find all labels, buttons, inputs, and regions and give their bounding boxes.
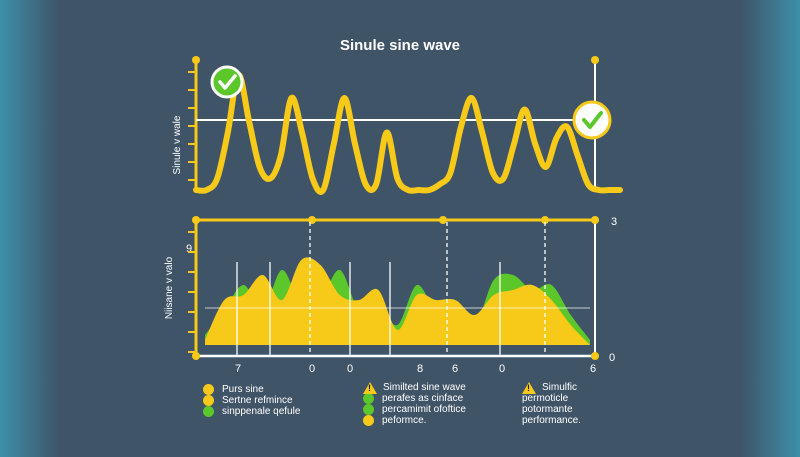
chart2-x-tick-label: 0 bbox=[309, 363, 315, 375]
warning-icon bbox=[522, 381, 536, 394]
chart2-x-tick-label: 7 bbox=[235, 363, 241, 375]
chart2-top-marker bbox=[439, 216, 447, 224]
chart2-y-ticks bbox=[188, 231, 196, 353]
chart2-x-tick-label: 0 bbox=[347, 363, 353, 375]
chart2-axis-end-dot bbox=[591, 352, 599, 360]
chart1-ylabel: Sinule v wale bbox=[172, 115, 183, 174]
chart2-x-tick-label: 8 bbox=[417, 363, 423, 375]
yellow-dot-icon bbox=[203, 395, 214, 406]
chart2-ylabel: Niisane v valo bbox=[164, 256, 175, 319]
chart2-x-tick-label: 0 bbox=[499, 363, 505, 375]
chart2-top-marker bbox=[192, 216, 200, 224]
green-dot-icon bbox=[363, 404, 374, 415]
chart-panel bbox=[60, 0, 740, 457]
green-dot-icon bbox=[363, 393, 374, 404]
legend-item: sinppenale qefule bbox=[222, 406, 301, 417]
legend-col-3: Simulfic permoticle potormante performan… bbox=[522, 381, 581, 426]
chart1-y-ticks bbox=[188, 71, 196, 181]
chart1-title: Sinule sine wave bbox=[340, 37, 460, 54]
chart2-x-tick-label: 6 bbox=[452, 363, 458, 375]
legend-item: perafes as cinface bbox=[382, 393, 464, 404]
chart2-y-top-tick: 9 bbox=[186, 243, 192, 255]
chart2-x-tick-labels: 7 0 0 8 6 0 6 bbox=[235, 363, 596, 375]
legend-item: Sertne refmince bbox=[222, 395, 293, 406]
chart1-sine-line bbox=[193, 71, 623, 195]
yellow-dot-icon bbox=[363, 415, 374, 426]
right-edge-gradient bbox=[740, 0, 800, 457]
legend-item: Purs sine bbox=[222, 384, 264, 395]
left-edge-gradient bbox=[0, 0, 60, 457]
legend-col-2: Similted sine wave perafes as cinface pe… bbox=[363, 381, 466, 426]
legend-item: Similted sine wave bbox=[383, 382, 466, 393]
chart2-gridlines bbox=[205, 222, 590, 356]
chart2-right-tick-bottom: 0 bbox=[609, 352, 615, 364]
chart2-right-tick-top: 3 bbox=[611, 216, 617, 228]
chart1-axis-top-dot bbox=[192, 56, 200, 64]
chart2-top-marker bbox=[308, 216, 316, 224]
legend-item: permoticle bbox=[522, 393, 569, 404]
chart2-top-marker bbox=[541, 216, 549, 224]
legend-item: Simulfic bbox=[542, 382, 578, 393]
chart2-area-yellow bbox=[205, 257, 590, 345]
legend-item: percamimit ofoftice bbox=[382, 404, 466, 415]
legend-item: peformce. bbox=[382, 415, 427, 426]
chart2-top-marker bbox=[591, 216, 599, 224]
warning-icon bbox=[363, 381, 377, 394]
legend-item: performance. bbox=[522, 415, 581, 426]
green-dot-icon bbox=[203, 406, 214, 417]
check-circle-icon bbox=[572, 100, 612, 140]
chart2-axis-end-dot bbox=[192, 352, 200, 360]
check-circle-icon bbox=[210, 65, 244, 99]
chart1-right-top-dot bbox=[591, 56, 599, 64]
chart2-x-tick-label: 6 bbox=[590, 363, 596, 375]
yellow-dot-icon bbox=[203, 384, 214, 395]
legend-item: potormante bbox=[522, 404, 573, 415]
legend-col-1: Purs sine Sertne refmince sinppenale qef… bbox=[203, 384, 300, 417]
